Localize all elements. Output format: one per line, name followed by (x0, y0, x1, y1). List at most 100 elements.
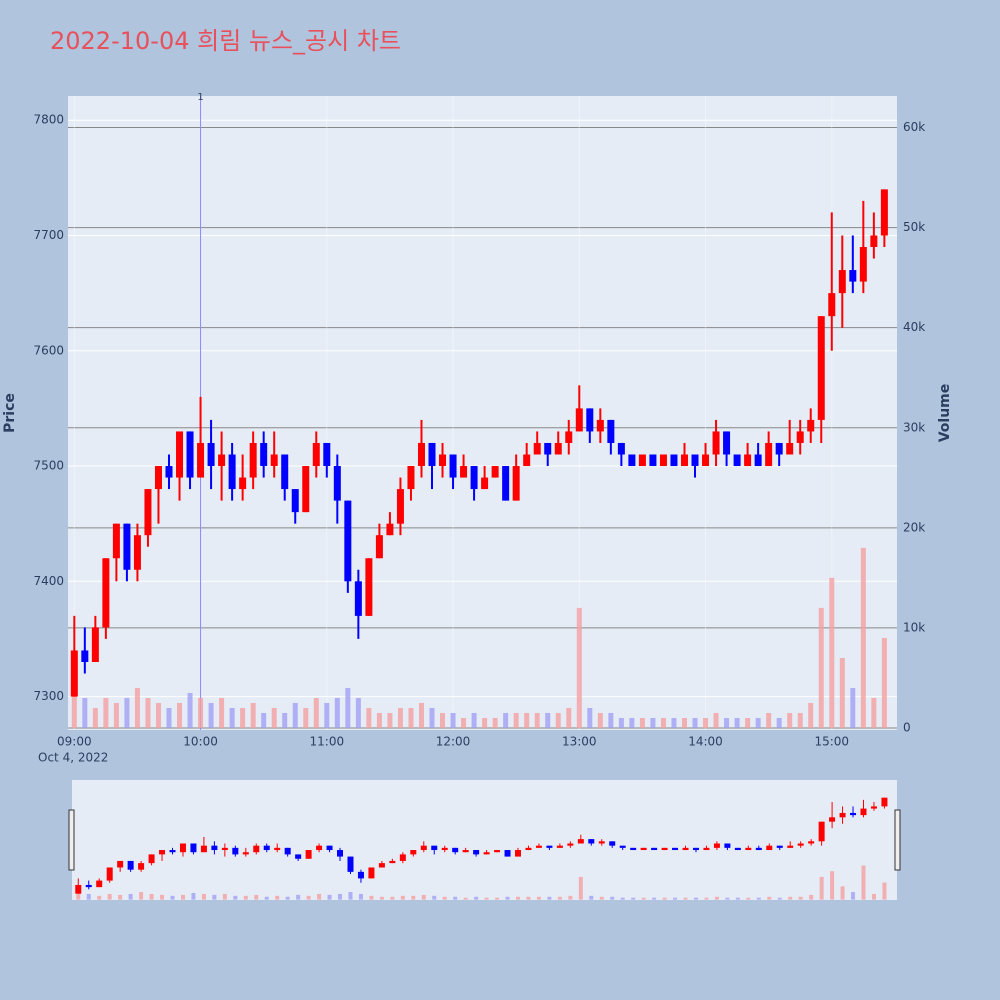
candle-body (870, 806, 877, 809)
range-handle[interactable] (894, 809, 901, 871)
y2-axis-title: Volume (937, 384, 953, 443)
candle-body (881, 797, 888, 807)
x-tick-label: 12:00 (436, 735, 471, 749)
candle-body (420, 845, 427, 851)
candle-body (661, 847, 668, 851)
volume-bar (819, 876, 824, 900)
volume-bar (338, 893, 343, 900)
candle-body (828, 293, 836, 317)
volume-bar (484, 897, 489, 900)
candle-body (417, 442, 425, 467)
candle-body (190, 843, 197, 853)
candle-body (672, 847, 679, 851)
volume-bar (524, 712, 530, 728)
volume-bar (618, 717, 624, 728)
candle-body (165, 466, 173, 478)
candle-body (481, 477, 489, 490)
candle-body (691, 454, 699, 467)
volume-bar (829, 577, 835, 728)
candle-body (452, 847, 459, 853)
volume-bar (222, 893, 227, 900)
candle-body (470, 466, 478, 490)
x-tick-label: 10:00 (183, 735, 218, 749)
volume-bar (516, 896, 521, 900)
volume-bar (155, 702, 161, 728)
volume-bar (620, 897, 625, 900)
range-slider[interactable] (72, 780, 897, 900)
volume-bar (566, 707, 572, 728)
candle-body (670, 454, 678, 467)
volume-bar (198, 697, 204, 728)
volume-bar (683, 897, 688, 900)
volume-bar (587, 707, 593, 728)
candle-body (312, 442, 320, 467)
candle-body (649, 454, 657, 467)
candle-body (607, 419, 615, 443)
candle-body (102, 558, 110, 628)
candle-body (232, 847, 239, 855)
candle-body (577, 839, 584, 844)
candle-body (284, 847, 291, 855)
volume-bar (534, 712, 540, 728)
volume-bar (411, 895, 416, 900)
volume-bar (597, 712, 603, 728)
volume-bar (76, 888, 81, 900)
candle-body (263, 845, 270, 851)
volume-bar (285, 896, 290, 900)
candle-body (354, 581, 362, 616)
volume-bar (557, 896, 562, 900)
volume-bar (313, 697, 319, 728)
candle-body (228, 454, 236, 490)
volume-bar (850, 687, 856, 728)
candle-body (389, 860, 396, 864)
volume-bar (818, 607, 824, 728)
volume-bar (704, 897, 709, 900)
candle-body (460, 466, 468, 478)
volume-bar (555, 712, 561, 728)
y2-tick-label: 30k (903, 420, 925, 434)
candle-body (724, 843, 731, 848)
candle-body (838, 270, 846, 294)
candle-body (755, 847, 762, 851)
candle-body (544, 442, 552, 455)
volume-bar (713, 712, 719, 728)
candle-body (575, 408, 583, 432)
candle-body (776, 845, 783, 848)
volume-bar (536, 896, 541, 900)
volume-bar (145, 697, 151, 728)
y2-tick-label: 50k (903, 220, 925, 234)
volume-bar (808, 702, 814, 728)
volume-bar (327, 894, 332, 900)
candle-body (127, 860, 134, 870)
candle-body (112, 523, 120, 559)
candle-body (515, 850, 522, 857)
y-tick-label: 7800 (33, 113, 64, 127)
candle-body (274, 847, 281, 851)
volume-bar (107, 893, 112, 900)
volume-bar (317, 893, 322, 900)
volume-bar (240, 707, 246, 728)
candle-body (723, 431, 731, 455)
candle-body (640, 847, 647, 851)
volume-bar (766, 712, 772, 728)
volume-bar (871, 893, 876, 900)
x-tick-label: 14:00 (688, 735, 723, 749)
candle-body (818, 821, 825, 842)
volume-bar (639, 717, 645, 728)
range-handle[interactable] (68, 809, 75, 871)
volume-bar (798, 896, 803, 900)
candle-body (596, 419, 604, 432)
candle-body (378, 863, 385, 868)
candle-body (260, 442, 268, 467)
candle-body (211, 845, 218, 851)
candle-body (207, 442, 215, 467)
candle-body (176, 431, 184, 478)
volume-bar (191, 892, 196, 900)
volume-bar (170, 895, 175, 900)
candle-body (692, 847, 699, 851)
volume-bar (692, 717, 698, 728)
volume-bar (118, 894, 123, 900)
volume-bar (681, 717, 687, 728)
volume-bar (492, 717, 498, 728)
